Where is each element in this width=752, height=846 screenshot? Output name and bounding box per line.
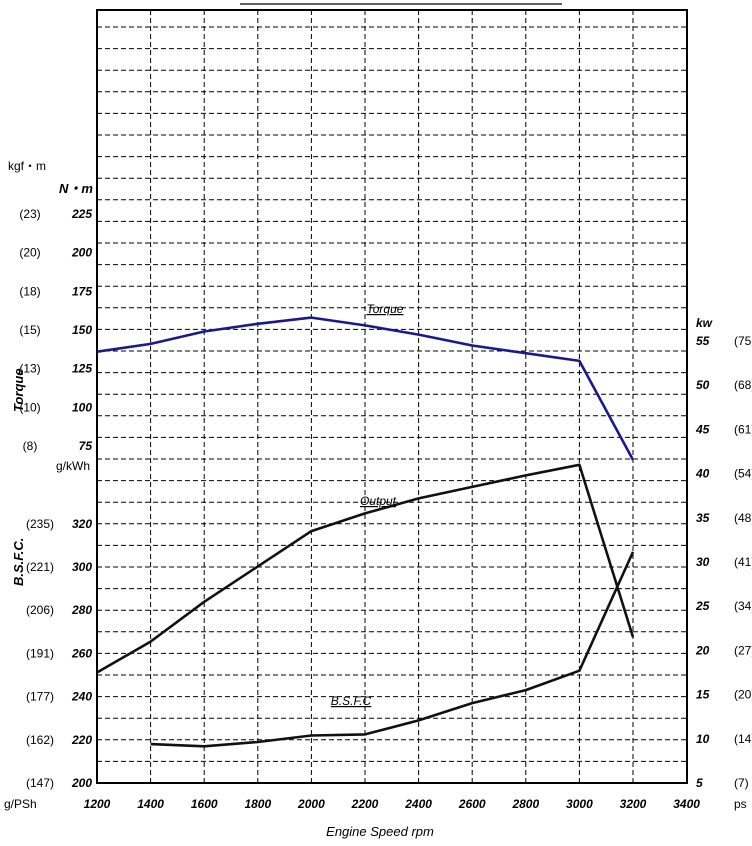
series-line-torque bbox=[96, 316, 635, 461]
x-tick-label: 1400 bbox=[137, 797, 164, 811]
x-tick-label: 1200 bbox=[84, 797, 111, 811]
bsfc-tick-label-alt: (191) bbox=[26, 646, 54, 660]
power-tick-label-alt: (61) bbox=[734, 422, 752, 436]
grid bbox=[97, 10, 687, 783]
power-tick-label: 55 bbox=[696, 334, 710, 348]
x-tick-label: 2400 bbox=[404, 797, 432, 811]
power-tick-label-alt: (75 bbox=[734, 334, 752, 348]
torque-tick-label-kgfm: (18) bbox=[19, 284, 40, 298]
series-label-output: Output bbox=[360, 494, 397, 508]
power-tick-label: 15 bbox=[696, 688, 710, 702]
power-tick-label-alt: (48) bbox=[734, 511, 752, 525]
power-tick-label: 45 bbox=[695, 422, 710, 436]
bsfc-tick-label-alt: (221) bbox=[26, 560, 54, 574]
torque-unit-kgfm: kgf・m bbox=[8, 159, 46, 173]
x-tick-label: 2800 bbox=[511, 797, 539, 811]
power-tick-label-alt: (68) bbox=[734, 378, 752, 392]
power-tick-label: 20 bbox=[695, 643, 710, 657]
series-line-output bbox=[96, 463, 635, 674]
torque-axis-title: Torque bbox=[11, 368, 26, 412]
series-label-torque: Torque bbox=[367, 302, 404, 316]
power-tick-label-alt: (27) bbox=[734, 643, 752, 657]
x-tick-label: 2000 bbox=[297, 797, 325, 811]
torque-tick-label-kgfm: (20) bbox=[19, 246, 40, 260]
bsfc-unit: g/kWh bbox=[56, 459, 90, 473]
x-axis-title: Engine Speed rpm bbox=[326, 824, 434, 839]
series-line-b-s-f-c bbox=[150, 551, 635, 748]
torque-tick-label: 225 bbox=[71, 207, 92, 221]
power-tick-label-alt: (7) bbox=[734, 776, 749, 790]
x-tick-label: 3200 bbox=[620, 797, 647, 811]
power-tick-label: 50 bbox=[696, 378, 710, 392]
x-tick-label: 3000 bbox=[566, 797, 593, 811]
power-tick-label-alt: (54) bbox=[734, 467, 752, 481]
torque-tick-label-kgfm: (23) bbox=[19, 207, 40, 221]
torque-tick-label-kgfm: (13) bbox=[19, 362, 40, 376]
power-tick-label: 10 bbox=[696, 732, 710, 746]
torque-tick-label: 175 bbox=[72, 284, 92, 298]
x-tick-label: 1600 bbox=[191, 797, 218, 811]
power-tick-label: 35 bbox=[696, 511, 710, 525]
torque-tick-label: 200 bbox=[71, 246, 92, 260]
x-tick-label: 2200 bbox=[351, 797, 379, 811]
torque-tick-label-kgfm: (10) bbox=[19, 400, 40, 414]
torque-tick-label: 150 bbox=[72, 323, 92, 337]
bsfc-axis-title: B.S.F.C. bbox=[11, 538, 26, 586]
torque-tick-label-kgfm: (15) bbox=[19, 323, 40, 337]
x-tick-label: 3400 bbox=[673, 797, 700, 811]
power-tick-label-alt: (14) bbox=[734, 732, 752, 746]
bsfc-tick-label: 240 bbox=[71, 690, 92, 704]
power-tick-label-alt: (41) bbox=[734, 555, 752, 569]
bsfc-tick-label: 280 bbox=[71, 603, 92, 617]
bsfc-tick-label-alt: (147) bbox=[26, 776, 54, 790]
series-layer bbox=[96, 316, 635, 748]
power-tick-label-alt: (34) bbox=[734, 599, 752, 613]
power-tick-label-alt: (20) bbox=[734, 688, 752, 702]
power-tick-label: 25 bbox=[695, 599, 710, 613]
bsfc-tick-label-alt: (206) bbox=[26, 603, 54, 617]
torque-tick-label-kgfm: (8) bbox=[23, 439, 38, 453]
power-unit: kw bbox=[696, 316, 713, 330]
torque-tick-label: 75 bbox=[79, 439, 93, 453]
torque-tick-label: 100 bbox=[72, 400, 92, 414]
torque-tick-label: 125 bbox=[72, 362, 92, 376]
bsfc-tick-label-alt: (235) bbox=[26, 517, 54, 531]
torque-unit-nm: N・m bbox=[59, 181, 93, 196]
series-label-bsfc: B.S.F.C bbox=[331, 694, 372, 708]
x-tick-label: 1800 bbox=[244, 797, 271, 811]
bsfc-tick-label: 320 bbox=[72, 517, 92, 531]
bsfc-tick-label: 220 bbox=[71, 733, 92, 747]
bsfc-tick-label: 260 bbox=[71, 646, 92, 660]
labels-layer: kgf・m N・m g/kWh g/PSh kw ps Torque B.S.F… bbox=[4, 159, 752, 839]
bsfc-tick-label-alt: (177) bbox=[26, 690, 54, 704]
power-tick-label: 5 bbox=[696, 776, 703, 790]
bsfc-tick-label: 200 bbox=[71, 776, 92, 790]
bsfc-unit-alt: g/PSh bbox=[4, 797, 37, 811]
power-unit-alt: ps bbox=[734, 797, 747, 811]
x-tick-label: 2600 bbox=[458, 797, 486, 811]
power-tick-label: 30 bbox=[696, 555, 710, 569]
bsfc-tick-label: 300 bbox=[72, 560, 92, 574]
bsfc-tick-label-alt: (162) bbox=[26, 733, 54, 747]
power-tick-label: 40 bbox=[695, 467, 710, 481]
plot-frame bbox=[96, 9, 688, 784]
